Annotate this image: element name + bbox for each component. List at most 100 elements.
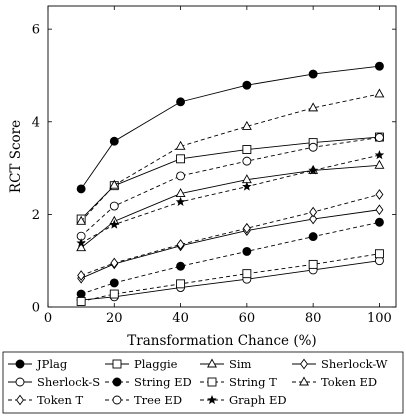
data-point-token-t [176,239,185,250]
data-point-string-ed [76,289,86,299]
plot-frame [47,5,397,308]
y-tick-label: 4 [32,115,40,130]
legend-label-graph-ed: Graph ED [229,393,287,407]
series-string-ed [76,217,384,299]
data-point-string-ed [176,261,186,271]
y-tick-label: 6 [32,23,40,38]
data-point-plaggie [176,154,186,164]
data-point-token-ed [76,215,87,225]
data-point-token-ed [308,102,319,112]
legend-entry-token-t: Token T [8,393,84,407]
series-plaggie [76,132,384,224]
series-line-token-t [80,194,380,276]
legend-label-string-ed: String ED [134,375,192,389]
legend-label-sim: Sim [229,357,252,371]
data-point-token-ed [175,140,186,150]
legend-entry-sim: Sim [200,357,252,371]
series-jplag [76,61,384,194]
legend-label-sherlock-s: Sherlock-S [37,375,100,389]
series-string-t [76,249,384,306]
data-point-tree-ed [242,156,252,166]
data-point-tree-ed [374,133,384,142]
legend-label-token-ed: Token ED [321,375,377,389]
series-line-string-ed [80,221,380,295]
data-point-graph-ed [308,165,318,175]
x-tick-label: 80 [305,311,322,326]
series-line-tree-ed [80,137,380,237]
series-graph-ed [76,150,385,248]
legend-label-token-t: Token T [37,393,84,407]
data-point-string-t [374,249,384,259]
series-line-string-t [81,253,380,302]
data-point-sim [374,159,385,169]
data-point-graph-ed [242,181,252,191]
data-point-string-t [176,279,186,289]
series-token-ed [76,88,385,225]
series-sherlock-w [77,204,384,284]
x-axis-title: Transformation Chance (%) [127,333,316,349]
data-point-jplag [176,97,186,107]
data-point-token-t [110,257,119,269]
legend-entry-string-t: String T [200,375,277,389]
y-tick-label: 2 [32,208,40,223]
x-tick-label: 100 [367,311,392,326]
data-point-sherlock-w [309,213,318,225]
data-point-token-ed [241,120,252,130]
y-tick-label: 0 [32,301,40,316]
series-line-sherlock-s [81,260,380,301]
series-layer [76,61,385,306]
legend-entry-plaggie: Plaggie [105,357,178,371]
series-tree-ed [76,133,384,241]
data-point-sim [175,188,186,197]
x-tick-label: 60 [239,311,256,326]
data-point-graph-ed [76,238,86,248]
legend-marker-token-ed [299,376,309,386]
legend-label-tree-ed: Tree ED [134,393,182,407]
data-point-jplag [308,69,318,79]
legend-entry-token-ed: Token ED [292,375,377,389]
legend-label-jplag: JPlag [36,357,68,371]
data-point-plaggie [242,145,252,155]
data-point-string-t [109,289,119,299]
data-point-string-t [308,259,318,269]
data-point-sherlock-w [375,204,384,216]
data-point-token-t [77,270,86,281]
legend-marker-plaggie [112,359,122,369]
data-point-string-ed [308,232,318,242]
series-line-graph-ed [80,154,380,244]
data-point-jplag [109,136,119,146]
data-point-graph-ed [374,150,385,160]
data-point-string-ed [109,278,119,288]
y-axis-title: RCT Score [8,120,24,193]
legend-marker-graph-ed [207,394,217,405]
legend-marker-sherlock-s [15,377,25,387]
data-point-tree-ed [109,201,119,211]
data-point-string-t [242,269,252,279]
legend-marker-string-ed [112,377,122,387]
legend-marker-sim [207,358,217,368]
x-tick-label: 20 [106,311,123,326]
series-line-plaggie [80,136,380,220]
data-point-token-ed [374,88,385,98]
legend-entry-string-ed: String ED [105,375,192,389]
data-point-token-t [309,206,318,218]
data-point-jplag [76,184,86,194]
legend-marker-string-t [207,377,217,387]
legend-marker-token-t [16,394,24,406]
legend-box [2,351,404,414]
legend-entry-graph-ed: Graph ED [200,393,287,407]
series-line-sherlock-w [80,209,380,279]
series-line-sim [80,164,380,249]
data-point-jplag [374,61,384,71]
axes: 0 20 40 60 80 100 0 2 4 6 Transformation Chance (%… [8,5,397,349]
data-point-token-t [242,222,251,234]
data-point-jplag [242,80,252,90]
legend-marker-sherlock-w [300,358,308,370]
legend-marker-tree-ed [112,395,122,405]
data-point-sim [76,242,87,252]
data-point-token-ed [109,179,120,189]
legend-entry-sherlock-s: Sherlock-S [8,375,100,389]
x-tick-label: 0 [44,311,52,326]
legend-entry-jplag: JPlag [8,357,68,371]
